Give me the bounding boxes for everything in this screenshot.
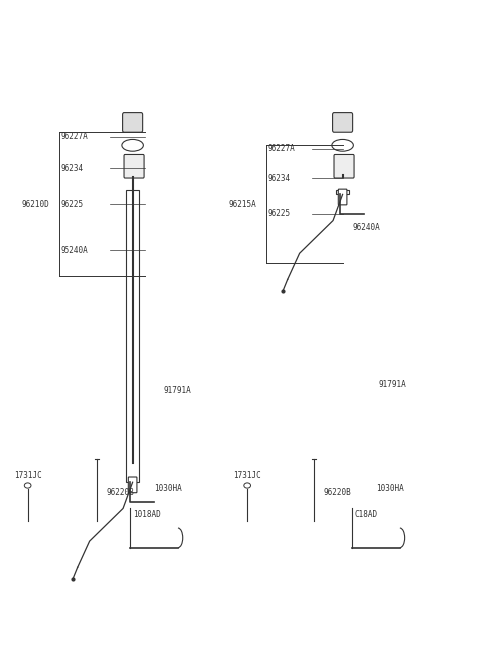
Text: 1030HA: 1030HA: [154, 484, 182, 493]
Text: C18AD: C18AD: [355, 510, 378, 520]
Text: 91791A: 91791A: [164, 386, 192, 395]
Text: 1731JC: 1731JC: [14, 471, 41, 480]
Text: 96227A: 96227A: [268, 145, 296, 153]
FancyBboxPatch shape: [128, 477, 137, 493]
Text: 96240A: 96240A: [352, 223, 380, 233]
Ellipse shape: [332, 139, 353, 151]
Text: 1018AD: 1018AD: [132, 510, 160, 520]
Bar: [126, 190, 139, 482]
FancyBboxPatch shape: [334, 154, 354, 178]
Ellipse shape: [244, 483, 251, 488]
Text: 96227A: 96227A: [60, 132, 88, 141]
Text: 96225: 96225: [268, 209, 291, 218]
FancyBboxPatch shape: [333, 112, 353, 132]
Ellipse shape: [122, 139, 144, 151]
Text: 1731JC: 1731JC: [233, 471, 261, 480]
Text: 96210D: 96210D: [22, 200, 49, 209]
Text: 96215A: 96215A: [229, 200, 257, 209]
Text: 1030HA: 1030HA: [376, 484, 404, 493]
Ellipse shape: [24, 483, 31, 488]
Text: 96220B: 96220B: [107, 487, 134, 497]
FancyBboxPatch shape: [122, 112, 143, 132]
Text: 96234: 96234: [268, 174, 291, 183]
FancyBboxPatch shape: [338, 189, 347, 205]
Text: 96225: 96225: [60, 200, 84, 209]
Text: 96220B: 96220B: [324, 487, 351, 497]
Text: 91791A: 91791A: [378, 380, 406, 388]
Bar: [336, 190, 349, 194]
Text: 95240A: 95240A: [60, 246, 88, 255]
Text: 96234: 96234: [60, 164, 84, 173]
FancyBboxPatch shape: [124, 154, 144, 178]
